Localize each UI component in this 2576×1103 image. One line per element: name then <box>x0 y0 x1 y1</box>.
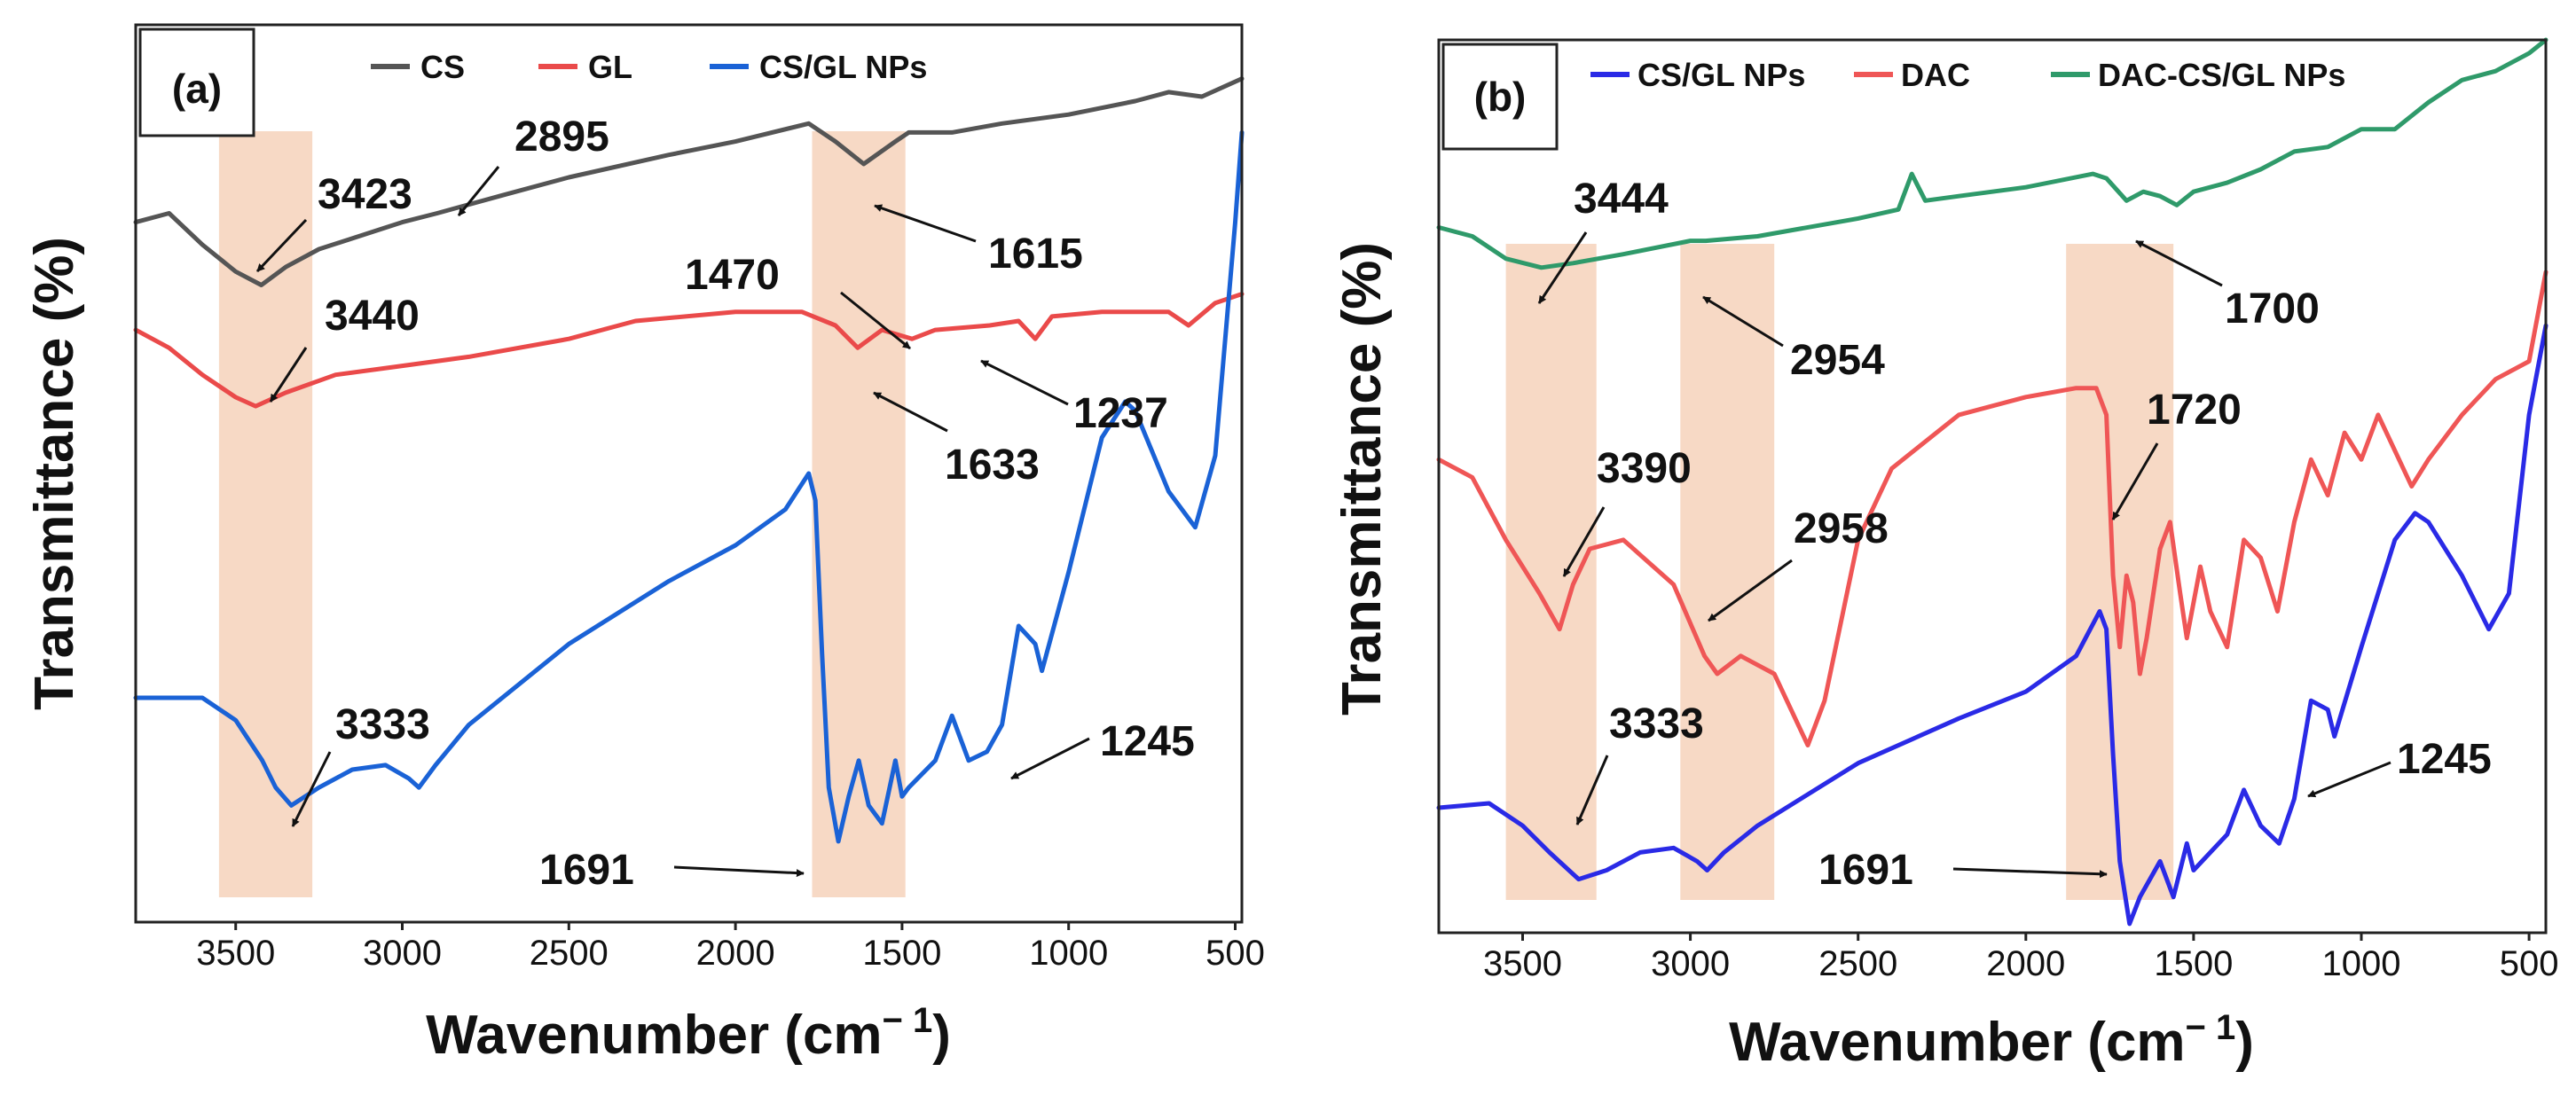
annotation-1470: 1470 <box>685 252 780 299</box>
series-line-a-gl <box>133 292 1245 409</box>
x-tick-label-a-3000: 3000 <box>363 934 442 973</box>
legend-label-dac: DAC <box>1901 57 1970 93</box>
annotation-arrow-3423 <box>255 218 308 273</box>
annotation-arrow-2958 <box>1708 559 1793 622</box>
panel-a-x-axis-label-exponent: − 1 <box>883 1001 933 1040</box>
series-line-b-cs-gl-nps <box>1436 323 2549 927</box>
annotation-arrow-1245-b <box>2307 761 2391 798</box>
annotation-arrow-1470 <box>840 291 911 350</box>
annotation-3333: 3333 <box>335 701 430 748</box>
annotation-1237: 1237 <box>1073 390 1168 437</box>
x-tick-label-a-2000: 2000 <box>696 934 775 973</box>
annotation-arrow-2895 <box>457 166 500 216</box>
annotation-1700: 1700 <box>2225 286 2320 332</box>
annotation-arrow-3333 <box>291 751 332 827</box>
annotation-1245: 1245 <box>1100 718 1195 765</box>
x-tick-label-b-2500: 2500 <box>1818 944 1897 983</box>
annotation-3444: 3444 <box>1574 176 1669 223</box>
annotation-arrow-1691-b <box>1952 867 2108 879</box>
annotation-3390: 3390 <box>1597 445 1692 492</box>
panel-a-x-axis-label-close: ) <box>932 1005 951 1066</box>
annotation-1720: 1720 <box>2147 387 2242 434</box>
highlight-band-a-1 <box>218 131 313 897</box>
highlight-band-b-2 <box>1680 244 1775 900</box>
panel-a: 3500 3000 2500 2000 1500 1000 500 (a) CS GL CS… <box>24 23 1265 1066</box>
annotation-arrow-3440 <box>269 347 308 403</box>
annotation-2895: 2895 <box>514 113 609 160</box>
panel-b-x-axis-label-close: ) <box>2235 1012 2254 1073</box>
annotation-1691-b: 1691 <box>1818 847 1913 894</box>
series-line-a-cs-gl-nps <box>133 129 1245 844</box>
panel-a-y-axis-label: Transmittance (%) <box>24 237 85 710</box>
x-tick-label-b-2000: 2000 <box>1986 944 2065 983</box>
annotation-arrow-1237 <box>980 359 1069 406</box>
panel-a-annotations: 2895 3423 3440 1615 1470 1237 1633 3333 … <box>255 113 1195 894</box>
annotation-arrow-1700 <box>2135 239 2223 287</box>
annotation-3423: 3423 <box>318 171 412 218</box>
annotation-arrow-1691 <box>673 865 805 878</box>
annotation-1691: 1691 <box>539 847 634 894</box>
panel-b-annotations: 3444 2954 1700 3390 2958 1720 3333 1245 … <box>1537 176 2492 894</box>
annotation-3440: 3440 <box>325 293 420 340</box>
x-tick-label-b-1000: 1000 <box>2322 944 2401 983</box>
panel-a-x-axis-label-main: Wavenumber (cm <box>426 1005 883 1066</box>
annotation-1245-b: 1245 <box>2397 736 2492 783</box>
legend-label-dac-csgl: DAC-CS/GL NPs <box>2098 57 2345 93</box>
panel-b-label-box <box>1441 43 1559 151</box>
x-tick-label-a-1000: 1000 <box>1029 934 1108 973</box>
panel-b-x-axis-label: Wavenumber (cm− 1) <box>1729 1008 2254 1073</box>
series-line-b-dac <box>1436 270 2549 747</box>
legend-label-cs: CS <box>420 49 465 85</box>
annotation-1633: 1633 <box>945 442 1040 489</box>
annotation-arrow-1720 <box>2111 442 2159 520</box>
series-line-b-dac-cs-gl-nps <box>1436 37 2549 270</box>
legend-label-csgl-b: CS/GL NPs <box>1637 57 1805 93</box>
highlight-band-b-1 <box>1505 244 1597 900</box>
x-tick-label-b-3000: 3000 <box>1651 944 1730 983</box>
annotation-3333-b: 3333 <box>1609 700 1704 747</box>
panel-a-plot-frame <box>134 23 1244 924</box>
annotation-arrow-3390 <box>1562 506 1606 577</box>
annotation-arrow-3333-b <box>1575 755 1609 825</box>
panel-b: 3500 3000 2500 2000 1500 1000 500 (b) CS/GL NP… <box>1331 37 2558 1073</box>
panel-a-x-axis-label: Wavenumber (cm− 1) <box>426 1001 951 1066</box>
panel-a-x-ticks: 3500 3000 2500 2000 1500 1000 500 <box>196 922 1265 973</box>
x-tick-label-b-500: 500 <box>2500 944 2559 983</box>
panel-b-x-axis-label-main: Wavenumber (cm <box>1729 1012 2186 1073</box>
x-tick-label-b-3500: 3500 <box>1483 944 1562 983</box>
panel-a-label: (a) <box>172 66 222 112</box>
x-tick-label-a-1500: 1500 <box>862 934 941 973</box>
legend-label-gl: GL <box>588 49 632 85</box>
panel-b-x-ticks: 3500 3000 2500 2000 1500 1000 500 <box>1483 933 2558 983</box>
annotation-arrow-1245 <box>1010 737 1090 780</box>
x-tick-label-a-3500: 3500 <box>196 934 275 973</box>
series-line-a-cs <box>133 76 1245 287</box>
panel-b-plot-frame <box>1437 38 2548 935</box>
x-tick-label-a-2500: 2500 <box>530 934 609 973</box>
annotation-arrow-3444 <box>1537 231 1588 304</box>
x-tick-label-b-1500: 1500 <box>2154 944 2233 983</box>
panel-b-series <box>1436 37 2549 927</box>
x-tick-label-a-500: 500 <box>1206 934 1265 973</box>
annotation-2954: 2954 <box>1790 337 1885 384</box>
panel-a-legend: CS GL CS/GL NPs <box>371 49 927 85</box>
panel-a-series <box>133 76 1245 844</box>
annotation-1615: 1615 <box>988 231 1083 278</box>
panel-b-legend: CS/GL NPs DAC DAC-CS/GL NPs <box>1590 57 2345 93</box>
annotation-arrow-1633 <box>873 391 948 433</box>
annotation-arrow-2954 <box>1702 295 1784 348</box>
panel-a-label-box <box>138 27 255 137</box>
annotation-2958: 2958 <box>1794 505 1889 552</box>
annotation-arrow-1615 <box>874 204 977 243</box>
panel-b-label: (b) <box>1474 74 1527 120</box>
panel-b-x-axis-label-exponent: − 1 <box>2186 1008 2236 1047</box>
panel-b-y-axis-label: Transmittance (%) <box>1331 242 1393 716</box>
legend-label-csgl: CS/GL NPs <box>759 49 927 85</box>
